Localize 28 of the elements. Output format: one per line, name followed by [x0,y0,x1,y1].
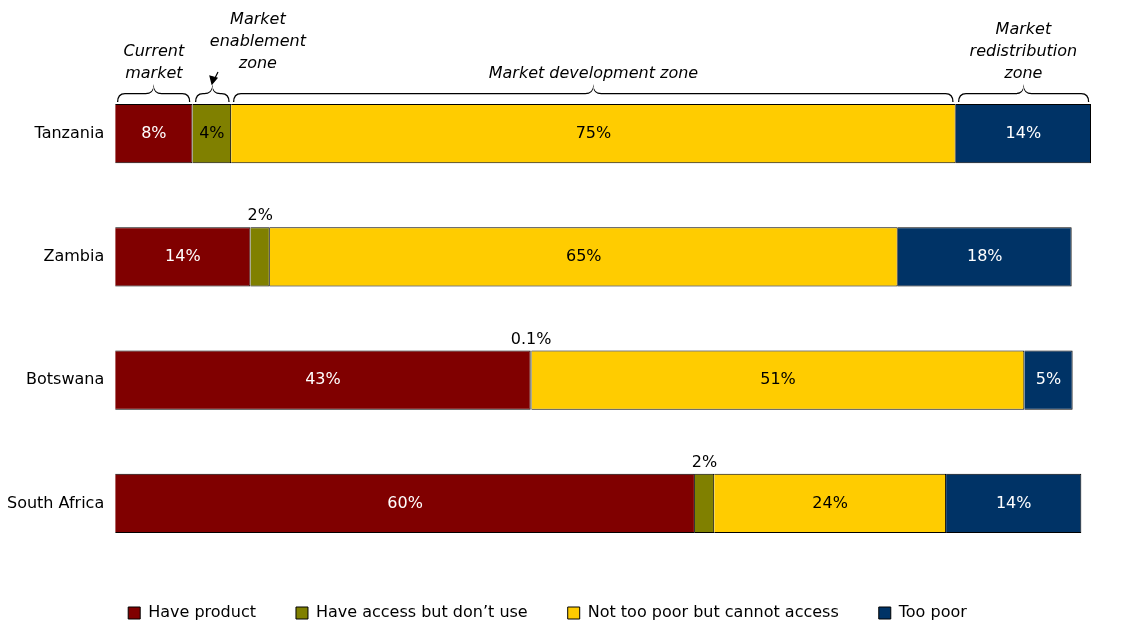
annotation: Market development zone [488,63,699,83]
data-label: 0.1% [510,328,552,348]
y-tick-label: South Africa [7,492,105,512]
data-label: 14% [165,246,201,266]
data-label: 14% [1005,122,1042,142]
data-label: 4% [199,122,225,142]
data-label: 65% [566,246,602,266]
legend-label: Not too poor but cannot access [587,602,839,622]
annotation: Current market [123,41,185,83]
data-label: 51% [760,369,796,389]
data-label: 75% [575,122,612,142]
legend-label: Too poor [897,602,968,622]
annotation: Market redistribution zone [969,19,1078,83]
data-label: 2% [247,205,273,225]
data-label: 24% [812,492,848,512]
y-tick-label: Tanzania [33,122,105,142]
y-tick-label: Botswana [26,369,105,389]
data-label: 18% [966,246,1003,266]
data-label: 5% [1035,369,1062,389]
data-label: 60% [387,492,423,512]
data-label: 14% [995,492,1032,512]
y-tick-label: Zambia [43,246,105,266]
data-label: 8% [141,122,167,142]
legend-label: Have access but don’t use [315,602,528,622]
annotation: Market enablement zone [209,9,307,73]
data-label: 2% [691,451,718,471]
data-label: 43% [305,369,341,389]
legend-label: Have product [148,602,256,622]
